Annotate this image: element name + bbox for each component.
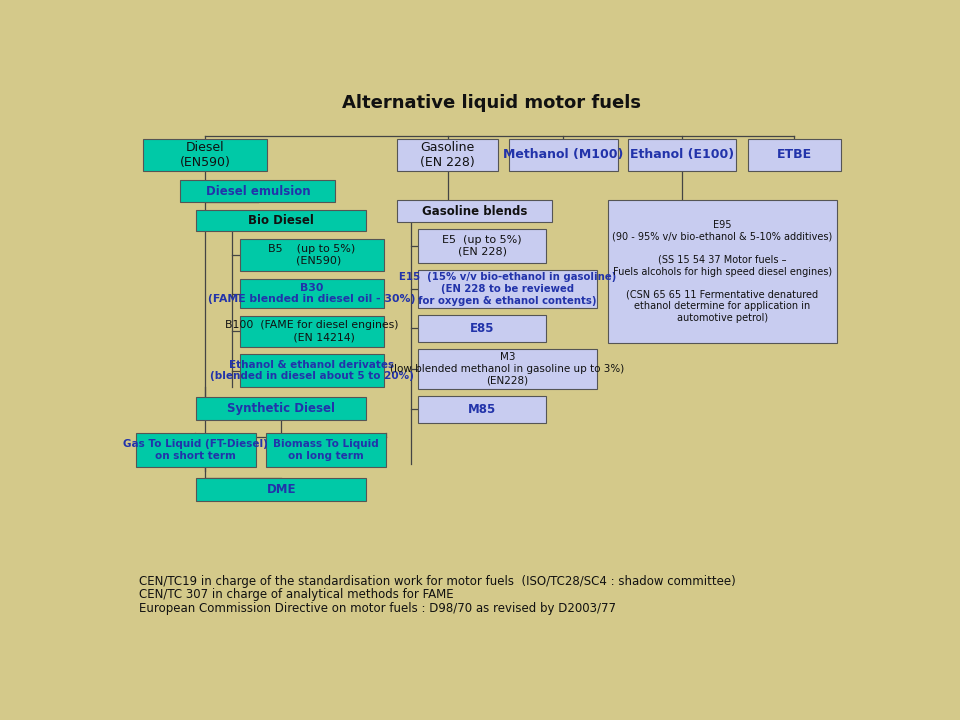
FancyBboxPatch shape (240, 354, 383, 387)
Text: Synthetic Diesel: Synthetic Diesel (228, 402, 335, 415)
Text: B5    (up to 5%)
    (EN590): B5 (up to 5%) (EN590) (268, 244, 355, 266)
FancyBboxPatch shape (196, 210, 367, 231)
Text: M85: M85 (468, 403, 496, 416)
Text: DME: DME (267, 482, 296, 495)
Text: CEN/TC 307 in charge of analytical methods for FAME: CEN/TC 307 in charge of analytical metho… (139, 588, 454, 601)
Text: Methanol (M100): Methanol (M100) (503, 148, 623, 161)
Text: Ethanol & ethanol derivates
(blended in diesel about 5 to 20%): Ethanol & ethanol derivates (blended in … (210, 360, 414, 382)
FancyBboxPatch shape (266, 433, 386, 467)
FancyBboxPatch shape (419, 229, 546, 263)
Text: Gasoline blends: Gasoline blends (422, 204, 528, 217)
FancyBboxPatch shape (180, 180, 335, 202)
FancyBboxPatch shape (240, 279, 383, 308)
FancyBboxPatch shape (196, 477, 367, 500)
FancyBboxPatch shape (143, 139, 267, 171)
FancyBboxPatch shape (196, 397, 367, 420)
Text: European Commission Directive on motor fuels : D98/70 as revised by D2003/77: European Commission Directive on motor f… (139, 601, 616, 615)
Text: Gasoline
(EN 228): Gasoline (EN 228) (420, 141, 475, 169)
Text: Gas To Liquid (FT-Diesel)
on short term: Gas To Liquid (FT-Diesel) on short term (123, 439, 268, 461)
Text: Diesel emulsion: Diesel emulsion (205, 184, 310, 197)
Text: E85: E85 (470, 322, 494, 335)
Text: Ethanol (E100): Ethanol (E100) (630, 148, 734, 161)
FancyBboxPatch shape (397, 200, 552, 222)
FancyBboxPatch shape (240, 316, 383, 346)
FancyBboxPatch shape (397, 139, 498, 171)
FancyBboxPatch shape (509, 139, 617, 171)
Text: Biomass To Liquid
on long term: Biomass To Liquid on long term (273, 439, 378, 461)
FancyBboxPatch shape (609, 200, 837, 343)
Text: E5  (up to 5%)
(EN 228): E5 (up to 5%) (EN 228) (443, 235, 522, 256)
FancyBboxPatch shape (419, 349, 596, 389)
FancyBboxPatch shape (748, 139, 841, 171)
Text: E15  (15% v/v bio-ethanol in gasoline)
(EN 228 to be reviewed
for oxygen & ethan: E15 (15% v/v bio-ethanol in gasoline) (E… (398, 272, 616, 305)
Text: E95
(90 - 95% v/v bio-ethanol & 5-10% additives)

(SS 15 54 37 Motor fuels –
Fue: E95 (90 - 95% v/v bio-ethanol & 5-10% ad… (612, 220, 832, 323)
FancyBboxPatch shape (419, 270, 596, 308)
Text: M3
(low blended methanol in gasoline up to 3%)
(EN228): M3 (low blended methanol in gasoline up … (391, 352, 625, 386)
Text: CEN/TC19 in charge of the standardisation work for motor fuels  (ISO/TC28/SC4 : : CEN/TC19 in charge of the standardisatio… (139, 575, 736, 588)
FancyBboxPatch shape (135, 433, 255, 467)
Text: Alternative liquid motor fuels: Alternative liquid motor fuels (343, 94, 641, 112)
FancyBboxPatch shape (419, 315, 546, 342)
Text: B100  (FAME for diesel engines)
       (EN 14214): B100 (FAME for diesel engines) (EN 14214… (225, 320, 398, 342)
FancyBboxPatch shape (419, 396, 546, 423)
Text: B30
(FAME blended in diesel oil - 30%): B30 (FAME blended in diesel oil - 30%) (208, 283, 416, 305)
FancyBboxPatch shape (628, 139, 736, 171)
Text: Bio Diesel: Bio Diesel (249, 214, 314, 227)
FancyBboxPatch shape (240, 239, 383, 271)
Text: Diesel
(EN590): Diesel (EN590) (180, 141, 230, 169)
Text: ETBE: ETBE (777, 148, 812, 161)
